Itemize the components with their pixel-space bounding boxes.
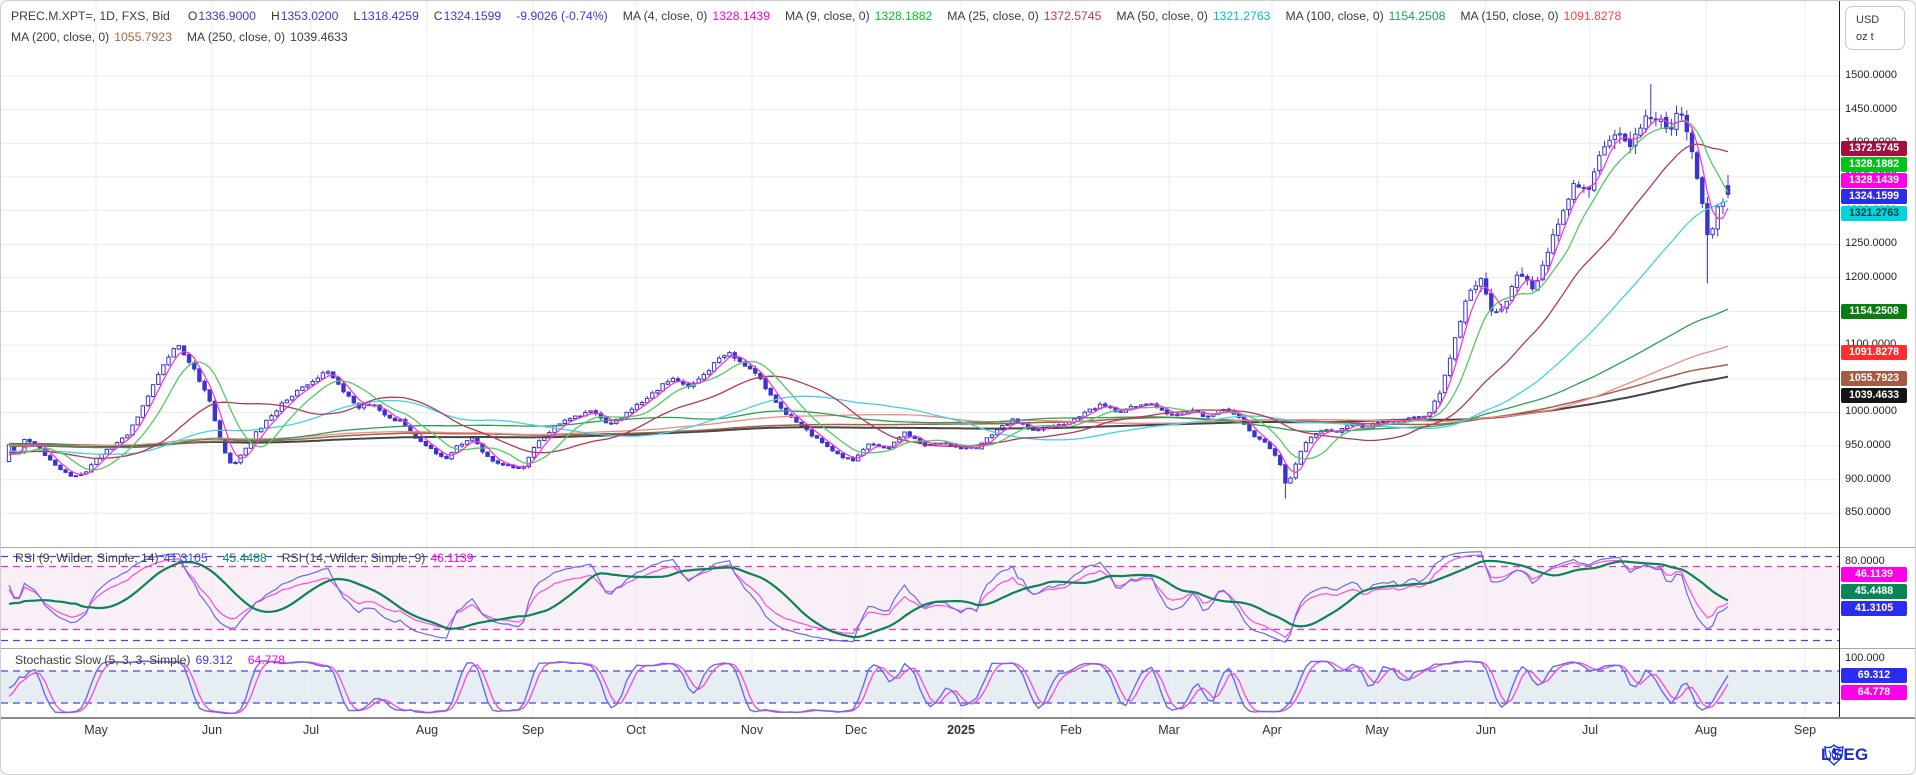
legend-token: 1055.7923	[114, 30, 172, 44]
legend-token: 1154.2508	[1388, 9, 1446, 23]
legend-token: 1353.0200	[280, 9, 339, 23]
legend-token: 1321.2763	[1212, 9, 1271, 23]
legend-token: 1039.4633	[290, 30, 348, 44]
axis-unit-box[interactable]: USD oz t	[1845, 6, 1905, 50]
legend-token: 41.3105	[163, 551, 208, 565]
legend-token: MA (150, close, 0)	[1460, 9, 1559, 23]
legend-token: MA (25, close, 0)	[947, 9, 1039, 23]
legend-token: 1318.4259	[361, 9, 419, 23]
axis-value-badge: 1039.4633	[1841, 387, 1907, 403]
lseg-logo: LSEG	[1821, 744, 1869, 767]
legend-token: RSI (9, Wilder, Simple, 14)	[15, 551, 159, 565]
month-label: Dec	[844, 723, 868, 737]
legend-token: PREC.M.XPT=, 1D, FXS, Bid	[11, 9, 170, 23]
axis-value-badge: 64.778	[1841, 684, 1907, 700]
price-axis-label: 1000.0000	[1845, 405, 1897, 418]
legend-token: 64.778	[247, 653, 285, 667]
legend-token: MA (4, close, 0)	[622, 9, 708, 23]
legend-token: 46.1139	[430, 551, 474, 565]
legend-token: MA (50, close, 0)	[1116, 9, 1208, 23]
month-label: Aug	[415, 723, 439, 737]
candlesticks	[6, 84, 1731, 499]
legend-token: RSI (14, Wilder, Simple, 9)	[281, 551, 426, 565]
instrument-legend: PREC.M.XPT=, 1D, FXS, Bid O1336.9000 H1353…	[11, 9, 1636, 23]
legend-token: MA (9, close, 0)	[784, 9, 870, 23]
price-axis[interactable]: USD oz t 1500.00001450.00001400.00001350…	[1839, 1, 1915, 717]
rsi-legend: RSI (9, Wilder, Simple, 14) 41.3105 45.448…	[15, 551, 488, 565]
axis-value-badge: 1154.2508	[1841, 303, 1907, 319]
stochastic-pane[interactable]	[1, 649, 1839, 717]
axis-value-badge: 45.4488	[1841, 583, 1907, 599]
legend-token: -9.9026 (-0.74%)	[516, 9, 608, 23]
legend-token: MA (200, close, 0)	[11, 30, 110, 44]
price-axis-label: 1200.0000	[1845, 270, 1897, 283]
time-axis[interactable]: May Jun Jul Aug Sep Oct Nov Dec 2025 Feb Mar Apr May…	[1, 719, 1915, 745]
ma-overlays	[8, 117, 1729, 476]
axis-value-badge: 1055.7923	[1841, 370, 1907, 386]
time-axis-divider	[1, 717, 1915, 719]
axis-value-badge: 1372.5745	[1841, 140, 1907, 156]
month-label: Jun	[201, 723, 223, 737]
legend-token: 1328.1439	[712, 9, 770, 23]
axis-value-badge: 1324.1599	[1841, 188, 1907, 204]
legend-token: L	[353, 9, 361, 23]
stochastic-legend: Stochastic Slow (5, 3, 3, Simple) 69.312 6…	[15, 653, 300, 667]
axis-value-badge: 41.3105	[1841, 600, 1907, 616]
legend-token: O	[187, 9, 198, 23]
month-label: Aug	[1694, 723, 1718, 737]
price-axis-label: 950.0000	[1845, 439, 1891, 451]
legend-token: C	[433, 9, 443, 23]
legend-token: H	[270, 9, 280, 23]
stoch-lines	[8, 660, 1729, 715]
month-label: Mar	[1158, 723, 1180, 737]
axis-value-badge: 1321.2763	[1841, 205, 1907, 221]
rsi-lines	[8, 551, 1729, 644]
axis-unit: oz t	[1856, 31, 1874, 43]
month-label: May	[1365, 723, 1389, 737]
pane-divider[interactable]	[1, 648, 1915, 649]
legend-token: 45.4488	[222, 551, 267, 565]
month-label: Jul	[1582, 723, 1598, 737]
legend-token: MA (250, close, 0)	[186, 30, 286, 44]
month-label: Oct	[626, 723, 646, 737]
price-axis-label: 850.0000	[1845, 506, 1891, 519]
rsi-pane[interactable]	[1, 548, 1839, 648]
lseg-crest-icon	[1824, 744, 1844, 767]
stoch-axis-label: 100.000	[1845, 652, 1885, 664]
legend-token: Stochastic Slow (5, 3, 3, Simple)	[15, 653, 191, 667]
axis-value-badge: 1328.1882	[1841, 156, 1907, 172]
rsi-axis-label: 80.0000	[1845, 555, 1885, 567]
month-label: Feb	[1060, 723, 1082, 737]
pane-divider[interactable]	[1, 547, 1915, 548]
legend-token: 1336.9000	[198, 9, 256, 23]
month-label: Jul	[303, 723, 319, 737]
price-axis-label: 1250.0000	[1845, 237, 1897, 250]
axis-value-badge: 1091.8278	[1841, 344, 1907, 360]
month-label: Nov	[740, 723, 764, 737]
price-chart-pane[interactable]	[1, 1, 1839, 548]
month-label: Sep	[1793, 723, 1817, 737]
legend-token: 1372.5745	[1043, 9, 1102, 23]
axis-value-badge: 69.312	[1841, 667, 1907, 683]
legend-token: 1324.1599	[443, 9, 502, 23]
axis-currency: USD	[1856, 14, 1880, 26]
month-label: Sep	[521, 723, 545, 737]
month-label: 2025	[947, 723, 975, 737]
axis-value-badge: 46.1139	[1841, 566, 1907, 582]
legend-token: MA (100, close, 0)	[1285, 9, 1384, 23]
legend-token: 1328.1882	[874, 9, 933, 23]
ma-legend-row2: MA (200, close, 0) 1055.7923 MA (250, clos…	[11, 30, 363, 44]
price-axis-label: 1500.0000	[1845, 69, 1897, 81]
price-axis-label: 900.0000	[1845, 472, 1891, 485]
month-label: Jun	[1475, 723, 1497, 737]
month-label: May	[84, 723, 108, 737]
rsi-band	[1, 566, 1839, 630]
gridlines	[1, 1, 1839, 548]
legend-token: 1091.8278	[1563, 9, 1622, 23]
axis-value-badge: 1328.1439	[1841, 172, 1907, 188]
price-axis-label: 1450.0000	[1845, 102, 1897, 115]
legend-token: 69.312	[195, 653, 233, 667]
month-label: Apr	[1262, 723, 1282, 737]
